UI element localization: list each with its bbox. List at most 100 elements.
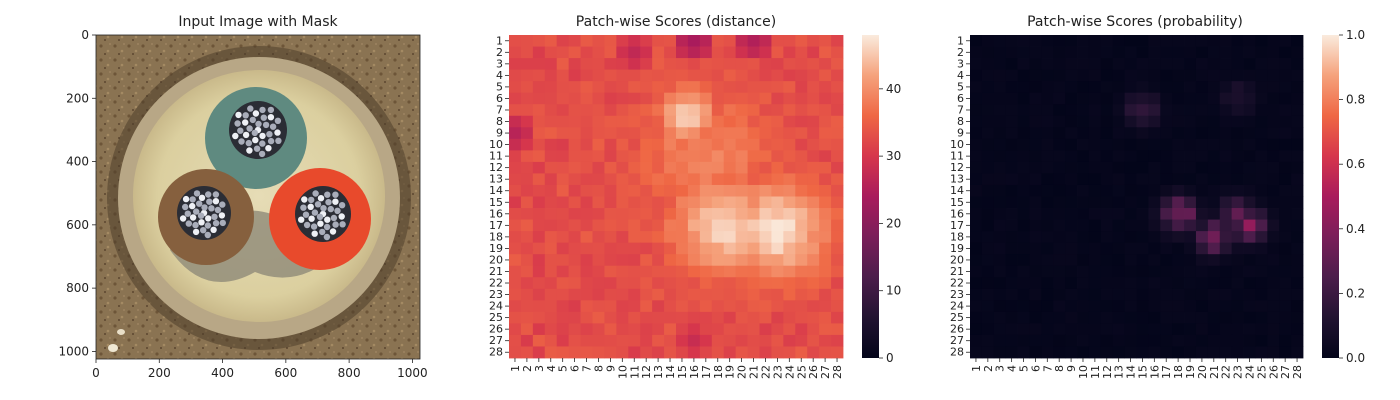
heatmap-cell [981,346,995,359]
heatmap-cell [1184,265,1197,278]
heatmap-cell [711,288,725,301]
heatmap-cell [676,35,689,47]
heatmap-cell [1112,46,1125,59]
heatmap-cell [676,69,689,82]
heatmap-cell [831,161,844,174]
heatmap-cell [759,265,772,278]
x-tick-label: 1000 [397,366,428,380]
heatmap-cell [1065,173,1078,186]
heatmap-cell [509,254,522,267]
heatmap-cell [1291,288,1304,301]
heatmap-cell [640,138,653,151]
heatmap-cell [783,346,796,359]
heatmap-cell [676,219,689,232]
heatmap-cell [532,115,546,128]
heatmap-cell [1219,81,1233,94]
colorbar-tick-label: 0.6 [1346,157,1365,171]
heatmap-cell [556,311,570,324]
heatmap-cell [1041,254,1054,267]
conductor-wire-strand [312,190,319,197]
heatmap-cell [1029,196,1042,209]
heatmap-cell [747,231,760,244]
heatmap-cell [993,46,1007,59]
heatmap-cell [1077,184,1090,197]
heatmap-cell [544,58,558,71]
heatmap-cell [532,242,546,255]
heatmap-cell [592,35,605,47]
heatmap-cell [1065,127,1078,140]
heatmap-cell [807,219,820,232]
heatmap-cell [1029,138,1042,151]
heatmap-cell [819,127,832,140]
heatmap-cell [640,127,653,140]
x-tick-label: 10 [1077,365,1090,379]
heatmap-cell [509,288,522,301]
heatmap-cell [1172,300,1185,313]
heatmap-cell [831,173,844,186]
heatmap-cell [795,346,808,359]
heatmap-cell [1136,150,1149,163]
y-tick-label: 15 [950,196,964,209]
heatmap-cell [664,104,677,117]
heatmap-cell [1172,127,1185,140]
heatmap-cell [771,346,784,359]
heatmap-cell [1243,242,1256,255]
conductor-wire-strand [319,228,326,236]
heatmap-cell [1077,242,1090,255]
heatmap-cell [1124,242,1137,255]
conductor-wire-strand [182,195,190,203]
heatmap-cell [735,346,748,359]
heatmap-cell [616,173,629,186]
heatmap-cell [556,161,570,174]
heatmap-cell [783,92,796,105]
heatmap-cell [568,92,581,105]
heatmap-cell [993,69,1007,82]
heatmap-cell [604,208,617,220]
heatmap-cell [1207,115,1221,128]
x-tick-label: 23 [1232,365,1245,379]
heatmap-cell [532,231,546,244]
heatmap-cell [1231,277,1244,290]
heatmap-cell [1160,288,1173,301]
heatmap-cell [1172,184,1185,197]
title-distance-heatmap: Patch-wise Scores (distance) [576,14,776,30]
heatmap-cell [1207,150,1221,163]
heatmap-cell [1219,196,1233,209]
heatmap-cell [1065,288,1078,301]
heatmap-cell [1291,219,1304,232]
heatmap-cell [1136,265,1149,278]
heatmap-cell [711,323,725,336]
heatmap-cell [970,219,983,232]
heatmap-cell [1267,150,1280,163]
y-tick-label: 600 [66,218,89,232]
conductor-wire-strand [301,196,308,203]
heatmap-cell [509,265,522,278]
heatmap-cell [687,346,701,359]
heatmap-cell [1231,46,1244,59]
heatmap-cell [771,161,784,174]
heatmap-cell [970,58,983,71]
heatmap-cell [819,208,832,220]
heatmap-cell [1029,288,1042,301]
heatmap-cell [1255,219,1268,232]
heatmap-cell [1243,311,1256,324]
heatmap-cell [993,242,1007,255]
heatmap-cell [1077,196,1090,209]
heatmap-cell [1017,311,1030,324]
heatmap-cell [1100,184,1114,197]
heatmap-cell [1088,150,1102,163]
y-tick-label: 13 [950,173,964,186]
heatmap-cell [970,138,983,151]
heatmap-cell [687,208,701,220]
heatmap-cell [1160,219,1173,232]
heatmap-cell [652,161,665,174]
heatmap-cell [819,173,832,186]
heatmap-cell [1231,69,1244,82]
heatmap-cell [664,35,677,47]
heatmap-cell [1195,196,1209,209]
heatmap-cell [1053,208,1066,220]
heatmap-cell [520,219,534,232]
heatmap-cell [1124,173,1137,186]
heatmap-cell [1148,35,1161,47]
heatmap-cell [1207,35,1221,47]
